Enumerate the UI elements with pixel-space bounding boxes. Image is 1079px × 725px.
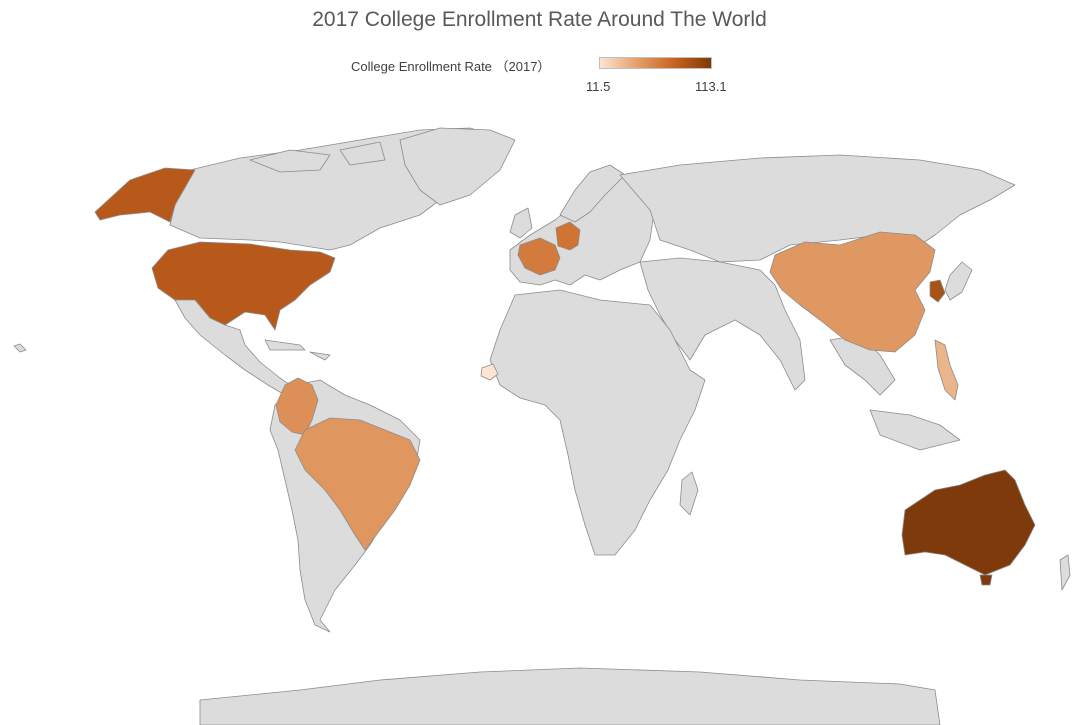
country-china — [769, 231, 936, 353]
country-france — [517, 237, 561, 276]
country-colombia — [275, 377, 319, 436]
land-japan — [944, 261, 973, 301]
land-caribbean — [264, 339, 331, 361]
country-south-korea — [929, 279, 946, 303]
legend-title: College Enrollment Rate （2017） — [351, 59, 551, 74]
land-hawaii — [13, 343, 27, 353]
legend-color-scale — [599, 57, 712, 69]
country-senegal — [480, 363, 499, 381]
country-brazil — [294, 417, 421, 551]
country-australia-tasmania — [979, 574, 993, 586]
map-title: 2017 College Enrollment Rate Around The … — [312, 8, 767, 31]
land-greenland — [399, 127, 516, 206]
land-new-zealand — [1059, 554, 1071, 591]
country-australia — [901, 469, 1036, 576]
land-russia-asia — [619, 154, 1016, 263]
land-uk — [509, 207, 533, 239]
land-africa — [489, 289, 706, 556]
legend-max-label: 113.1 — [695, 79, 727, 94]
land-arctic-islands — [249, 141, 386, 173]
country-united-states — [151, 241, 336, 331]
legend-min-label: 11.5 — [586, 79, 611, 94]
country-alaska — [94, 167, 196, 223]
land-madagascar — [679, 471, 699, 516]
land-antarctica — [199, 667, 941, 725]
country-philippines — [934, 339, 959, 401]
country-germany — [555, 221, 581, 251]
